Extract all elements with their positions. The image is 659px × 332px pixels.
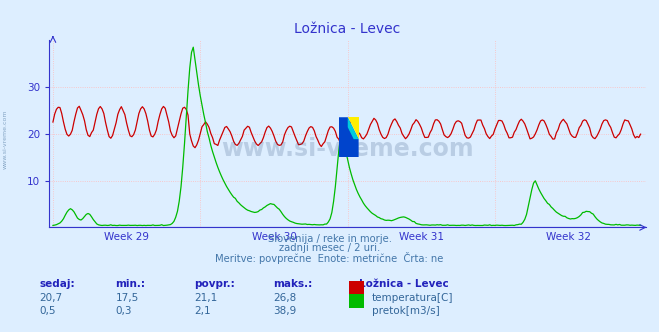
Text: 17,5: 17,5 bbox=[115, 293, 138, 303]
Text: 0,5: 0,5 bbox=[40, 306, 56, 316]
Text: 20,7: 20,7 bbox=[40, 293, 63, 303]
Text: Slovenija / reke in morje.: Slovenija / reke in morje. bbox=[268, 234, 391, 244]
Text: povpr.:: povpr.: bbox=[194, 279, 235, 289]
Title: Ložnica - Levec: Ložnica - Levec bbox=[295, 22, 401, 36]
Text: www.si-vreme.com: www.si-vreme.com bbox=[3, 110, 8, 169]
Text: zadnji mesec / 2 uri.: zadnji mesec / 2 uri. bbox=[279, 243, 380, 253]
Text: www.si-vreme.com: www.si-vreme.com bbox=[221, 137, 474, 161]
Text: temperatura[C]: temperatura[C] bbox=[372, 293, 453, 303]
Text: pretok[m3/s]: pretok[m3/s] bbox=[372, 306, 440, 316]
Text: 21,1: 21,1 bbox=[194, 293, 217, 303]
Polygon shape bbox=[348, 117, 358, 139]
Text: Ložnica - Levec: Ložnica - Levec bbox=[359, 279, 449, 289]
Text: 26,8: 26,8 bbox=[273, 293, 297, 303]
Text: min.:: min.: bbox=[115, 279, 146, 289]
Text: maks.:: maks.: bbox=[273, 279, 313, 289]
Polygon shape bbox=[348, 117, 358, 139]
Text: sedaj:: sedaj: bbox=[40, 279, 75, 289]
Text: 0,3: 0,3 bbox=[115, 306, 132, 316]
Polygon shape bbox=[339, 117, 358, 157]
Text: 38,9: 38,9 bbox=[273, 306, 297, 316]
Text: 2,1: 2,1 bbox=[194, 306, 211, 316]
Text: Meritve: povprečne  Enote: metrične  Črta: ne: Meritve: povprečne Enote: metrične Črta:… bbox=[215, 252, 444, 264]
